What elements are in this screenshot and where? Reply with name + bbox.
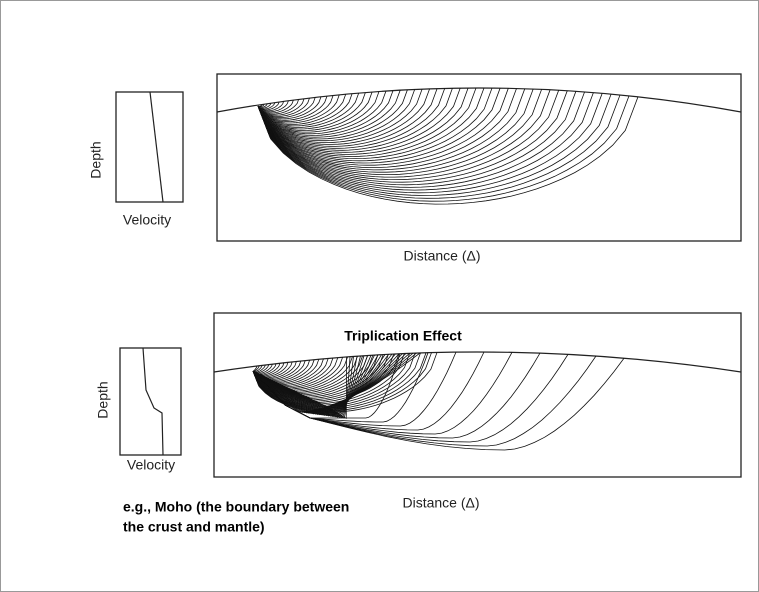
- distance-label: Distance (Δ): [402, 495, 479, 511]
- depth-label: Depth: [95, 381, 111, 418]
- depth-label: Depth: [88, 141, 104, 178]
- panel-title: Triplication Effect: [344, 328, 462, 344]
- page-border: [1, 1, 759, 592]
- note-line: e.g., Moho (the boundary between: [123, 499, 349, 515]
- velocity-label: Velocity: [127, 457, 175, 473]
- figure: Depth Velocity Distance (Δ) Depth Veloci…: [0, 0, 759, 592]
- note-line: the crust and mantle): [123, 519, 265, 535]
- velocity-label: Velocity: [123, 212, 171, 228]
- distance-label: Distance (Δ): [403, 248, 480, 264]
- page: Depth Velocity Distance (Δ) Depth Veloci…: [0, 0, 759, 592]
